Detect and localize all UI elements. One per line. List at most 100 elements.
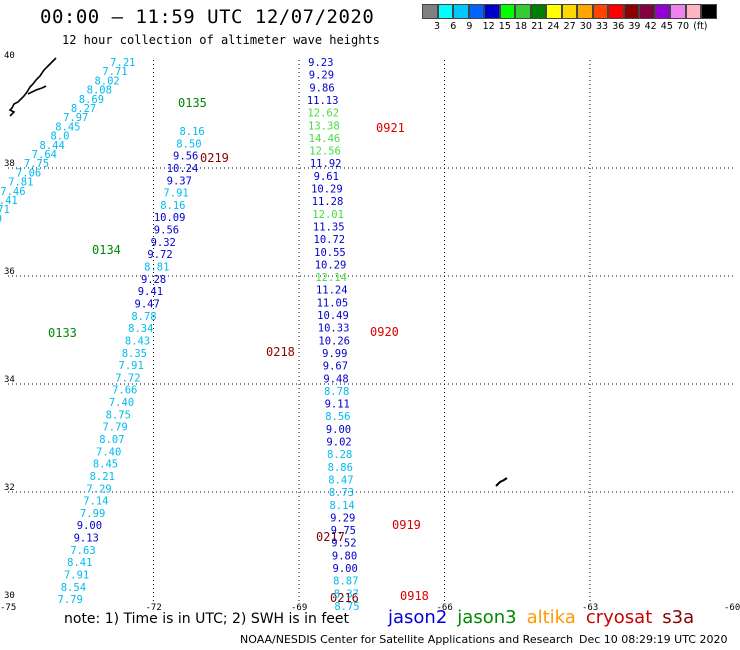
lat-tick-label: 34 [4, 375, 15, 385]
wave-height-value: 8.50 [176, 138, 201, 150]
coastline-north [8, 57, 57, 117]
wave-height-value: 11.05 [317, 297, 349, 309]
lon-tick-label: -60 [724, 603, 740, 613]
color-scale: 3 6 9 12 15 18 21 24 27 30 33 36 39 42 45 70 (ft) [422, 4, 717, 33]
wave-height-value: 8.75 [106, 409, 131, 421]
wave-height-value: 9.80 [332, 550, 357, 562]
wave-height-value: 8.27 [71, 103, 96, 115]
color-scale-unit: (ft) [693, 21, 708, 32]
wave-height-value: 9.13 [74, 533, 99, 545]
wave-height-value: 9.28 [141, 274, 166, 286]
wave-height-value: 9.67 [323, 361, 348, 373]
wave-height-value: 14.46 [309, 133, 341, 145]
wave-height-value: 7.40 [109, 397, 134, 409]
wave-height-value: 8.14 [329, 500, 354, 512]
wave-height-value: 11.13 [307, 95, 339, 107]
lat-tick-label: 32 [4, 483, 15, 493]
color-scale-label: 21 [531, 21, 544, 32]
legend-altika: altika [526, 607, 576, 628]
legend-jason2: jason2 [388, 607, 448, 628]
wave-height-value: 8.07 [99, 434, 124, 446]
pass-time-label: 0919 [392, 518, 421, 532]
color-swatch [639, 4, 655, 19]
wave-height-value: 8.45 [55, 121, 80, 133]
pass-time-label: 0216 [330, 591, 359, 605]
wave-height-value: 7.40 [96, 446, 121, 458]
color-scale-label: 70 [677, 21, 690, 32]
wave-height-value: 8.43 [125, 335, 150, 347]
wave-height-value: 9.00 [333, 563, 358, 575]
wave-height-value: 7.91 [64, 570, 89, 582]
wave-height-value: 8.21 [90, 471, 115, 483]
axis-labels: -75 -72 -69 -66 -63 -60 40 38 36 34 32 30 [0, 51, 740, 613]
color-scale-label: 18 [515, 21, 528, 32]
wave-height-value: 8.78 [131, 311, 156, 323]
color-swatch [422, 4, 438, 19]
wave-height-value: 8.78 [324, 386, 349, 398]
credit-text: NOAA/NESDIS Center for Satellite Applica… [240, 633, 574, 646]
color-scale-label: 30 [579, 21, 592, 32]
wave-height-value: 9.29 [309, 70, 334, 82]
wave-height-value: 10.26 [318, 335, 350, 347]
wave-height-value: 9.48 [323, 373, 348, 385]
pass-time-label: 0921 [376, 121, 405, 135]
wave-height-value: 11.24 [316, 285, 348, 297]
pass-time-label: 0134 [92, 243, 121, 257]
color-scale-label: 24 [547, 21, 560, 32]
wave-height-value: 8.02 [94, 75, 119, 87]
lon-tick-label: -72 [146, 603, 162, 613]
color-swatch [592, 4, 608, 19]
coastline [8, 57, 508, 487]
wave-height-value: 8.75 [334, 601, 359, 613]
lat-tick-label: 30 [4, 591, 15, 601]
color-scale-label: 33 [596, 21, 609, 32]
island-mark [495, 477, 508, 487]
lon-tick-label: -63 [582, 603, 598, 613]
wave-height-value: 8.35 [122, 348, 147, 360]
wave-height-value: 8.28 [327, 449, 352, 461]
wave-height-value: 6.71 [0, 204, 10, 216]
wave-height-value: 9.11 [325, 399, 350, 411]
wave-height-value: 9.32 [151, 237, 176, 249]
wave-height-value: 7.06 [16, 167, 41, 179]
color-swatch [561, 4, 577, 19]
color-scale-swatches [422, 4, 717, 19]
wave-height-value: 11.28 [312, 196, 344, 208]
note-text: note: 1) Time is in UTC; 2) SWH is in fe… [64, 611, 350, 627]
wave-height-value: 8.56 [325, 411, 350, 423]
wave-height-value: 8.37 [334, 588, 359, 600]
wave-height-value: 9.75 [331, 525, 356, 537]
wave-height-value: 7.71 [102, 66, 127, 78]
color-swatch [670, 4, 686, 19]
wave-height-value: 8.16 [179, 126, 204, 138]
wave-height-value: 9.56 [154, 225, 179, 237]
lat-tick-label: 36 [4, 267, 15, 277]
wave-height-value: 8.41 [0, 195, 18, 207]
wave-height-value: 8.86 [328, 462, 353, 474]
color-scale-label: 27 [563, 21, 576, 32]
lat-tick-label: 40 [4, 51, 15, 61]
color-scale-label: 42 [644, 21, 657, 32]
wave-height-value: 7.99 [80, 508, 105, 520]
wave-height-value: 9.02 [326, 437, 351, 449]
wave-height-value: 7.21 [110, 57, 135, 69]
wave-height-value: 9.23 [308, 57, 333, 69]
wave-height-value: 10.24 [167, 163, 199, 175]
pass-time-label: 0920 [370, 325, 399, 339]
wave-height-value: 9.72 [147, 249, 172, 261]
color-scale-label: 36 [612, 21, 625, 32]
pass-time-label: 0218 [266, 345, 295, 359]
color-swatch [701, 4, 717, 19]
wave-height-value: 7.79 [102, 422, 127, 434]
wave-height-value: 7.97 [63, 112, 88, 124]
wave-height-value: 7.75 [24, 158, 49, 170]
cryosat-track: 8.168.509.5610.249.377.918.1610.099.569.… [58, 126, 359, 606]
color-swatch [608, 4, 624, 19]
wave-height-value: 9.99 [322, 348, 347, 360]
s3a-track: 9.239.299.8611.1312.6213.3814.4612.5611.… [307, 57, 429, 613]
wave-height-value: 7.64 [32, 149, 57, 161]
color-scale-label: 12 [482, 21, 495, 32]
wave-height-value: 12.56 [309, 146, 341, 158]
wave-height-value: 9.00 [77, 520, 102, 532]
wave-height-value: 8.16 [160, 200, 185, 212]
